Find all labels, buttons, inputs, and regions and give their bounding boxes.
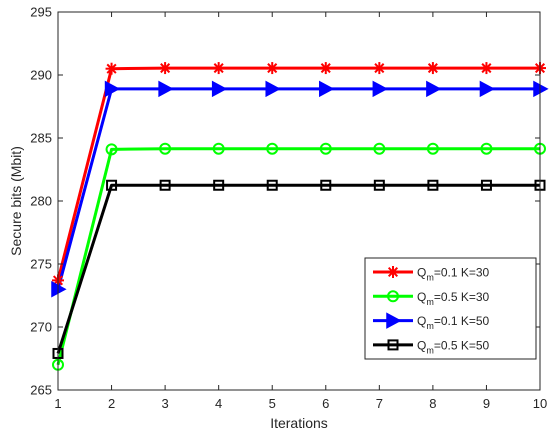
data-point	[373, 179, 385, 191]
legend-entry-4: Qm=0.5 K=50	[373, 338, 490, 355]
data-point	[159, 142, 172, 155]
data-point	[212, 142, 225, 155]
data-point	[266, 179, 278, 191]
y-tick-label: 265	[30, 383, 52, 398]
data-point	[427, 179, 439, 191]
legend-entry-3: Qm=0.1 K=50	[373, 312, 490, 331]
y-tick-label: 280	[30, 194, 52, 209]
x-tick-label: 8	[429, 396, 436, 411]
legend-marker	[387, 266, 399, 278]
series-line	[56, 147, 540, 366]
data-point	[479, 80, 496, 98]
data-point	[426, 142, 439, 155]
data-point	[480, 179, 492, 191]
data-point	[426, 62, 439, 75]
x-tick-label: 10	[533, 396, 547, 411]
series-markers-1	[52, 62, 546, 287]
x-tick-label: 5	[269, 396, 276, 411]
data-point	[373, 142, 386, 155]
y-tick-label: 295	[30, 5, 52, 20]
data-point	[426, 80, 442, 98]
data-point	[265, 80, 281, 98]
marker-stroke	[374, 63, 385, 74]
y-tick-label: 275	[30, 257, 52, 272]
ticks: 1 2 3 4 5 6 7 8 9 10 265 270 275 280 285 290 295	[30, 5, 547, 412]
plot-area: 1 2 3 4 5 6 7 8 9 10 265 270 275 280 285 290 295	[30, 5, 549, 412]
y-tick-label: 290	[30, 68, 52, 83]
data-point	[319, 142, 332, 155]
data-point	[104, 80, 121, 98]
marker-stroke	[427, 63, 438, 74]
data-point	[373, 62, 386, 75]
data-point	[266, 142, 279, 155]
x-tick-label: 1	[54, 396, 61, 411]
marker-stroke	[106, 63, 117, 74]
data-point	[213, 179, 225, 191]
data-point	[159, 62, 172, 75]
data-point	[105, 143, 118, 156]
data-point	[211, 80, 228, 98]
data-point	[372, 80, 388, 98]
data-point	[105, 62, 118, 75]
series-line	[56, 66, 540, 281]
x-tick-label: 3	[161, 396, 168, 411]
data-point	[319, 80, 335, 98]
x-tick-label: 7	[376, 396, 383, 411]
x-axis-title: Iterations	[270, 415, 328, 431]
series-line	[56, 183, 540, 354]
data-point	[159, 179, 171, 191]
data-point	[480, 62, 493, 75]
legend-marker	[387, 339, 399, 351]
legend-marker	[386, 312, 402, 329]
legend-label: Qm=0.1 K=50	[417, 314, 490, 331]
data-point	[106, 179, 118, 191]
marker-stroke	[267, 63, 278, 74]
data-point	[319, 62, 332, 75]
y-tick-label: 270	[30, 320, 52, 335]
legend-marker	[387, 290, 399, 303]
x-tick-label: 4	[215, 396, 222, 411]
marker-stroke	[160, 63, 171, 74]
data-point	[480, 142, 493, 155]
legend-label: Qm=0.1 K=30	[417, 266, 490, 283]
data-point	[212, 62, 225, 75]
legend-label: Qm=0.5 K=30	[417, 290, 490, 307]
series-3	[56, 87, 540, 290]
series-4	[56, 183, 540, 354]
legend-label: Qm=0.5 K=50	[417, 338, 490, 355]
legend: Qm=0.1 K=30 Qm=0.5 K=30 Qm=0.1 K=50 Qm=0.5 …	[364, 257, 537, 360]
marker-stroke	[213, 63, 224, 74]
marker-stroke	[320, 63, 331, 74]
x-tick-label: 9	[483, 396, 490, 411]
series-line	[56, 87, 540, 290]
y-tick-label: 285	[30, 131, 52, 146]
x-tick-label: 6	[322, 396, 329, 411]
series-2	[56, 147, 540, 366]
data-point	[158, 80, 174, 98]
y-axis-title: Secure bits (Mbit)	[8, 146, 24, 256]
legend-entry-2: Qm=0.5 K=30	[373, 290, 490, 307]
x-tick-label: 2	[108, 396, 115, 411]
marker-stroke	[481, 63, 492, 74]
data-point	[320, 179, 332, 191]
series-1	[56, 66, 540, 281]
data-point	[266, 62, 279, 75]
marker-stroke	[387, 266, 399, 278]
legend-entry-1: Qm=0.1 K=30	[373, 266, 490, 283]
